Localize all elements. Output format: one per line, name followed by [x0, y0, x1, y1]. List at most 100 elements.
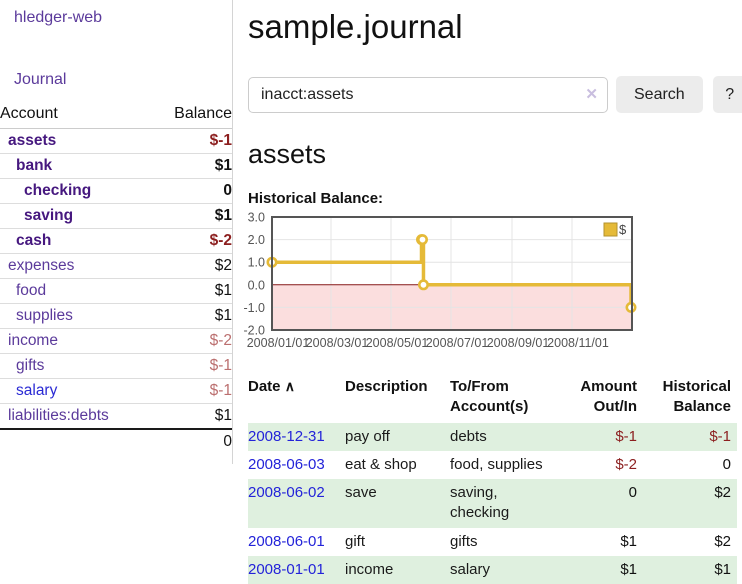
transaction-balance: $-1: [647, 422, 737, 451]
transaction-description: pay off: [345, 422, 450, 451]
account-row: assets $-1: [0, 129, 232, 154]
account-link[interactable]: supplies: [16, 307, 73, 324]
transaction-accounts: food, supplies: [450, 455, 543, 473]
register-table: Date ∧ Description To/From Account(s) Amo…: [248, 375, 737, 584]
sidebar: hledger-web Journal Account Balance asse…: [0, 0, 233, 464]
clear-search-icon[interactable]: ✕: [585, 85, 598, 103]
transaction-accounts: salary: [450, 555, 562, 584]
transaction-row: 2008-06-01 gift gifts $1 $2: [248, 528, 737, 556]
transaction-amount: $-2: [615, 455, 637, 473]
account-row: saving $1: [0, 203, 232, 229]
chart-title: Historical Balance:: [248, 190, 384, 207]
svg-text:2008/01/01: 2008/01/01: [247, 336, 310, 350]
account-balance: $1: [151, 403, 232, 429]
svg-text:2008/11/01: 2008/11/01: [547, 336, 609, 350]
account-link[interactable]: liabilities:debts: [8, 407, 109, 424]
accounts-table: Account Balance assets $-1 bank $1 check…: [0, 102, 232, 454]
register-header-date[interactable]: Date ∧: [248, 378, 295, 395]
register-header-accounts: To/From Account(s): [450, 378, 529, 416]
account-link[interactable]: income: [8, 332, 58, 349]
transaction-row: 2008-01-01 income salary $1 $1: [248, 555, 737, 584]
transaction-balance: $2: [647, 479, 737, 528]
register-header-description: Description: [345, 378, 428, 395]
account-balance: $-2: [151, 228, 232, 254]
account-link[interactable]: gifts: [16, 357, 45, 374]
transaction-row: 2008-12-31 pay off debts $-1 $-1: [248, 422, 737, 451]
account-balance: $-2: [151, 328, 232, 354]
svg-text:2.0: 2.0: [248, 233, 265, 247]
svg-text:2008/03/01: 2008/03/01: [306, 336, 369, 350]
svg-text:-1.0: -1.0: [243, 301, 265, 315]
transaction-date-link[interactable]: 2008-06-03: [248, 455, 325, 473]
transaction-date-link[interactable]: 2008-06-01: [248, 532, 325, 550]
account-link[interactable]: assets: [8, 132, 57, 149]
search-button[interactable]: Search: [616, 76, 703, 113]
account-row: supplies $1: [0, 303, 232, 329]
search-input[interactable]: [248, 76, 608, 113]
register-header-balance: Historical Balance: [662, 378, 731, 416]
transaction-amount: 0: [562, 479, 647, 528]
account-balance: $-1: [151, 378, 232, 404]
accounts-total-row: 0: [0, 428, 232, 454]
transaction-row: 2008-06-02 save saving, checking 0 $2: [248, 479, 737, 528]
account-link[interactable]: salary: [16, 382, 58, 399]
account-balance: $-1: [151, 353, 232, 379]
svg-text:1.0: 1.0: [248, 256, 265, 270]
transaction-balance: $1: [647, 555, 737, 584]
transaction-description: income: [345, 555, 450, 584]
transaction-row: 2008-06-03 eat & shop food, supplies $-2…: [248, 451, 737, 479]
transaction-balance: 0: [722, 455, 731, 473]
account-balance: $1: [151, 278, 232, 304]
accounts-header-balance: Balance: [151, 102, 232, 129]
account-row: salary $-1: [0, 378, 232, 404]
account-balance: 0: [151, 178, 232, 204]
accounts-total-balance: 0: [151, 428, 232, 454]
account-row: expenses $2: [0, 253, 232, 279]
svg-text:2008/09/01: 2008/09/01: [487, 336, 550, 350]
sidebar-item-journal[interactable]: Journal: [14, 71, 67, 88]
account-row: gifts $-1: [0, 353, 232, 379]
transaction-balance: $2: [714, 532, 731, 550]
accounts-header-account: Account: [0, 102, 152, 129]
account-balance: $1: [151, 203, 232, 229]
help-button[interactable]: ?: [712, 76, 742, 113]
account-link[interactable]: saving: [24, 207, 74, 224]
svg-text:0.0: 0.0: [248, 278, 265, 292]
transaction-accounts: debts: [450, 422, 562, 451]
account-balance: $-1: [209, 132, 232, 149]
transaction-accounts: gifts: [450, 532, 478, 550]
main-content: sample.journal ✕ Search ? assets Histori…: [233, 0, 742, 584]
account-row: income $-2: [0, 328, 232, 354]
account-row: food $1: [0, 278, 232, 304]
transaction-date-link[interactable]: 2008-12-31: [248, 427, 325, 445]
transaction-description: gift: [345, 532, 366, 550]
transaction-amount: $1: [562, 555, 647, 584]
account-link[interactable]: expenses: [8, 257, 75, 274]
transaction-date-link[interactable]: 2008-01-01: [248, 560, 325, 578]
account-link[interactable]: bank: [16, 157, 53, 174]
account-row: cash $-2: [0, 228, 232, 254]
account-page-title: assets: [248, 139, 327, 169]
account-row: checking 0: [0, 178, 232, 204]
register-header-row: Date ∧ Description To/From Account(s) Amo…: [248, 375, 737, 423]
historical-balance-chart: 3.0 2.0 1.0 0.0 -1.0 -2.0 2008/01/01 2008/03/01…: [243, 211, 742, 353]
transaction-description: eat & shop: [345, 455, 417, 473]
account-link[interactable]: cash: [16, 232, 52, 249]
account-row: liabilities:debts $1: [0, 403, 232, 429]
transaction-accounts: saving, checking: [450, 479, 562, 528]
app-title-link[interactable]: hledger-web: [14, 9, 103, 26]
account-link[interactable]: food: [16, 282, 47, 299]
account-balance: $1: [151, 153, 232, 179]
register-header-amount: Amount Out/In: [580, 378, 637, 416]
page-title: sample.journal: [248, 8, 463, 45]
account-link[interactable]: checking: [24, 182, 92, 199]
sort-ascending-icon: ∧: [284, 378, 295, 394]
svg-text:3.0: 3.0: [248, 211, 265, 225]
account-row: bank $1: [0, 153, 232, 179]
search-form: ✕ Search ?: [248, 76, 742, 113]
account-balance: $1: [151, 303, 232, 329]
svg-text:2008/05/01: 2008/05/01: [366, 336, 429, 350]
svg-text:2008/07/01: 2008/07/01: [426, 336, 489, 350]
transaction-date-link[interactable]: 2008-06-02: [248, 484, 325, 501]
svg-text:-2.0: -2.0: [243, 324, 265, 338]
